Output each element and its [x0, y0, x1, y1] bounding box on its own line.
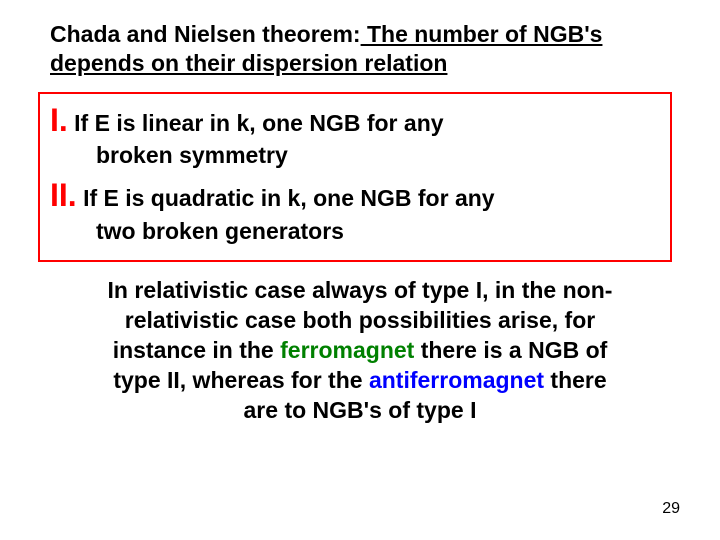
- para-line3a: instance in the: [113, 337, 280, 363]
- heading-lead: Chada and Nielsen theorem:: [50, 21, 361, 47]
- para-line4b: there: [544, 367, 607, 393]
- item-2-roman: II.: [50, 175, 77, 217]
- item-2-cont: two broken generators: [96, 217, 660, 247]
- ferromagnet-word: ferromagnet: [280, 337, 414, 363]
- items-box: I. If E is linear in k, one NGB for any …: [38, 92, 672, 263]
- item-1-lead: If E is linear in k, one NGB for any: [74, 110, 443, 136]
- item-1: I. If E is linear in k, one NGB for any …: [50, 100, 660, 171]
- item-1-roman: I.: [50, 100, 68, 142]
- para-line5: are to NGB's of type I: [244, 397, 477, 423]
- item-1-cont: broken symmetry: [96, 141, 660, 171]
- heading: Chada and Nielsen theorem: The number of…: [50, 20, 680, 78]
- page-number: 29: [662, 500, 680, 518]
- item-2-lead: If E is quadratic in k, one NGB for any: [83, 185, 495, 211]
- antiferromagnet-word: antiferromagnet: [369, 367, 544, 393]
- para-line4a: type II, whereas for the: [113, 367, 369, 393]
- item-2: II. If E is quadratic in k, one NGB for …: [50, 175, 660, 246]
- para-line3b: there is a NGB of: [414, 337, 607, 363]
- para-line1: In relativistic case always of type I, i…: [108, 277, 613, 303]
- slide: Chada and Nielsen theorem: The number of…: [0, 0, 720, 540]
- paragraph: In relativistic case always of type I, i…: [40, 276, 680, 425]
- para-line2: relativistic case both possibilities ari…: [125, 307, 595, 333]
